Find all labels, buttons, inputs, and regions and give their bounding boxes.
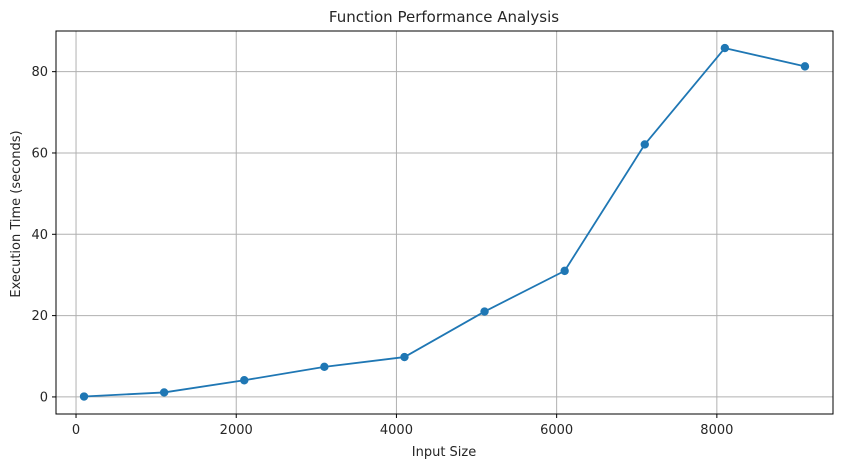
plot-area xyxy=(79,43,810,401)
axes: 0 2000 4000 6000 8000 0 20 40 60 80 xyxy=(31,30,834,438)
x-tick-label-2: 4000 xyxy=(380,423,413,438)
data-point-4 xyxy=(400,352,409,362)
x-tick-label-1: 2000 xyxy=(220,423,253,438)
data-point-3 xyxy=(320,362,329,372)
data-point-2 xyxy=(240,376,249,385)
data-point-9 xyxy=(800,62,810,71)
y-tick-label-2: 40 xyxy=(31,228,48,243)
x-tick-label-3: 6000 xyxy=(540,423,573,438)
y-axis-label: Execution Time (seconds) xyxy=(9,130,24,297)
data-point-8 xyxy=(720,43,730,53)
series-line-0 xyxy=(83,47,806,398)
axes-frame xyxy=(55,30,834,415)
data-point-6 xyxy=(560,266,569,276)
data-point-1 xyxy=(159,388,169,397)
data-point-7 xyxy=(640,140,649,149)
data-point-0 xyxy=(79,392,89,401)
data-point-5 xyxy=(480,307,489,316)
x-tick-label-4: 8000 xyxy=(700,423,733,438)
y-tick-label-3: 60 xyxy=(31,146,48,161)
gridlines xyxy=(56,31,833,414)
x-tick-label-0: 0 xyxy=(72,423,80,438)
x-axis-label: Input Size xyxy=(412,445,476,460)
y-tick-label-4: 80 xyxy=(31,65,48,80)
chart-title: Function Performance Analysis xyxy=(329,8,559,26)
y-tick-label-0: 0 xyxy=(40,390,48,405)
y-tick-label-1: 20 xyxy=(31,309,48,324)
